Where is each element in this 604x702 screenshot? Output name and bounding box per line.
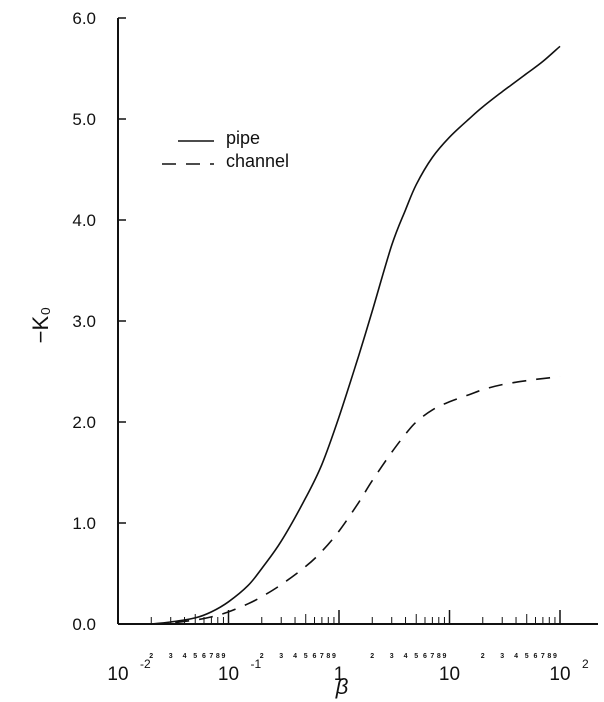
x-minor-tick-label: 3: [279, 653, 283, 660]
x-minor-tick-label: 8: [547, 653, 551, 660]
legend-label-pipe: pipe: [226, 128, 260, 148]
x-minor-tick-label: 8: [326, 653, 330, 660]
x-minor-tick-label: 7: [320, 653, 324, 660]
x-minor-tick-label: 7: [430, 653, 434, 660]
x-minor-tick-label: 4: [183, 653, 187, 660]
x-minor-tick-label: 4: [404, 653, 408, 660]
x-decade-label: 10: [439, 664, 460, 685]
y-tick-label: 3.0: [72, 312, 96, 331]
x-decade-exponent: 2: [582, 657, 589, 671]
x-minor-tick-label: 7: [209, 653, 213, 660]
y-axis-title: −K₀: [28, 307, 53, 344]
series-layer: [151, 45, 561, 625]
x-minor-tick-label: 5: [304, 653, 308, 660]
x-minor-tick-label: 6: [313, 653, 317, 660]
x-axis: 2 3 4 5 6 7 8 9 2 3 4 5 6 7 8 9 2 3 4 5 6 7 8 9 2 3 4 5 6 7 8 910 -2 10 -1…: [107, 610, 598, 685]
series-line-channel: [151, 375, 561, 625]
x-minor-tick-label: 2: [260, 653, 264, 660]
x-axis-title: β: [335, 674, 349, 699]
x-minor-tick-label: 2: [149, 653, 153, 660]
y-tick-label: 6.0: [72, 9, 96, 28]
x-minor-tick-label: 4: [293, 653, 297, 660]
x-decade-exponent: -2: [140, 657, 151, 671]
x-minor-tick-label: 5: [193, 653, 197, 660]
x-minor-tick-label: 6: [534, 653, 538, 660]
y-tick-label: 0.0: [72, 615, 96, 634]
x-decade-exponent: -1: [251, 657, 262, 671]
y-tick-label: 5.0: [72, 110, 96, 129]
x-minor-tick-label: 9: [332, 653, 336, 660]
y-axis: 0.0 1.0 2.0 3.0 4.0 5.0 6.0: [72, 9, 126, 634]
x-decade-label: 10: [549, 664, 570, 685]
x-minor-tick-label: 9: [553, 653, 557, 660]
x-decade-label: 10: [218, 664, 239, 685]
x-decade-label: 1: [334, 664, 345, 685]
x-minor-tick-label: 9: [221, 653, 225, 660]
x-minor-tick-label: 3: [500, 653, 504, 660]
x-minor-tick-label: 7: [541, 653, 545, 660]
x-minor-tick-label: 2: [370, 653, 374, 660]
x-minor-tick-label: 3: [390, 653, 394, 660]
x-minor-tick-label: 3: [169, 653, 173, 660]
x-decade-label: 10: [107, 664, 128, 685]
x-minor-tick-label: 8: [437, 653, 441, 660]
x-minor-tick-label: 8: [216, 653, 220, 660]
series-line-pipe: [151, 45, 561, 625]
legend: pipe channel: [162, 128, 289, 171]
y-tick-label: 4.0: [72, 211, 96, 230]
x-minor-tick-label: 5: [414, 653, 418, 660]
x-minor-tick-label: 6: [202, 653, 206, 660]
x-minor-tick-label: 2: [481, 653, 485, 660]
x-minor-tick-label: 4: [514, 653, 518, 660]
y-ticks: 0.0 1.0 2.0 3.0 4.0 5.0 6.0: [72, 9, 126, 634]
x-ticks: 2 3 4 5 6 7 8 9 2 3 4 5 6 7 8 9 2 3 4 5 6 7 8 9 2 3 4 5 6 7 8 910 -2 10 -1…: [107, 610, 589, 685]
x-minor-tick-label: 5: [525, 653, 529, 660]
y-tick-label: 2.0: [72, 413, 96, 432]
x-minor-tick-label: 9: [442, 653, 446, 660]
legend-label-channel: channel: [226, 151, 289, 171]
y-tick-label: 1.0: [72, 514, 96, 533]
x-minor-tick-label: 6: [423, 653, 427, 660]
